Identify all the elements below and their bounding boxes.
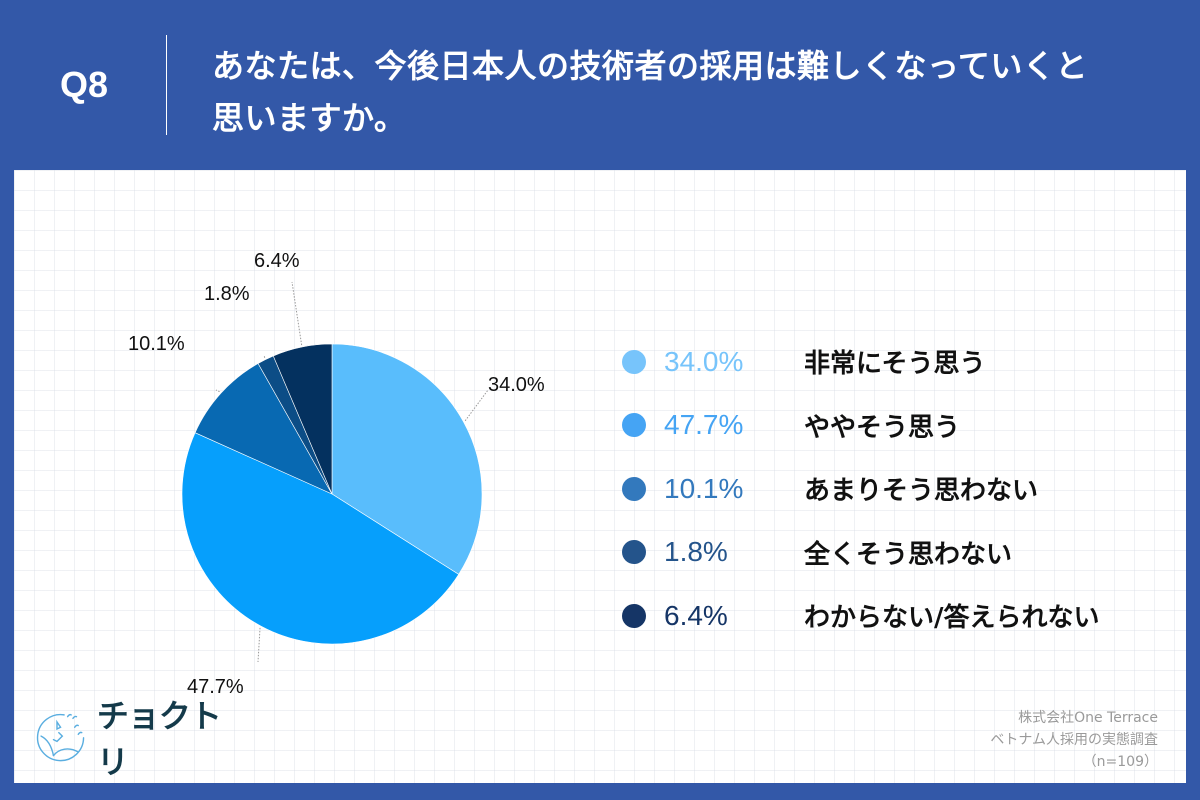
legend-label: 全くそう思わない — [804, 539, 1013, 570]
legend-dot-icon — [622, 603, 646, 628]
source-sample-size: （n=109） — [1082, 754, 1158, 770]
chart-card: 34.0% 47.7% 10.1% 1.8% 6.4% 34.0% 非常にそう思… — [14, 170, 1186, 783]
legend-percent: 47.7% — [664, 409, 744, 441]
pie-label-slice-4: 1.8% — [204, 283, 250, 305]
source-survey: ベトナム人採用の実態調査 — [990, 732, 1158, 748]
legend-percent: 1.8% — [664, 536, 728, 568]
legend-dot-icon — [622, 476, 646, 501]
legend-dot-icon — [622, 349, 646, 374]
legend-percent: 10.1% — [664, 472, 744, 504]
legend-percent: 6.4% — [664, 599, 728, 631]
globe-bird-icon — [36, 713, 85, 762]
legend-item: 47.7% ややそう思う — [622, 394, 1182, 458]
leader-line — [215, 389, 220, 393]
brand-name: チョクトリ — [96, 697, 222, 781]
legend-dot-icon — [622, 413, 646, 438]
pie-slice — [331, 343, 483, 575]
brand-logo: チョクトリ — [34, 697, 234, 781]
leader-line — [291, 281, 303, 346]
legend-item: 6.4% わからない/答えられない — [622, 584, 1182, 648]
pie-slice — [272, 343, 333, 495]
pie-label-slice-5: 6.4% — [254, 250, 300, 272]
leader-line — [257, 627, 261, 663]
pie-label-slice-2: 47.7% — [187, 676, 244, 698]
legend-item: 10.1% あまりそう思わない — [622, 457, 1182, 521]
legend-label: ややそう思う — [804, 412, 961, 443]
legend-label: わからない/答えられない — [804, 603, 1100, 634]
source-company: 株式会社One Terrace — [1018, 710, 1158, 726]
legend-percent: 34.0% — [664, 345, 744, 377]
question-line-1: あなたは、今後日本人の技術者の採用は難しくなっていくと — [212, 47, 1088, 85]
source-note: 株式会社One Terrace ベトナム人採用の実態調査 （n=109） — [990, 707, 1158, 773]
pie-chart-svg — [181, 281, 489, 663]
question-header: Q8 あなたは、今後日本人の技術者の採用は難しくなっていくと 思いますか。 — [0, 0, 1200, 170]
pie-chart: 34.0% 47.7% 10.1% 1.8% 6.4% — [14, 170, 614, 783]
leader-line — [263, 354, 266, 358]
leader-line — [464, 389, 489, 422]
pie-label-slice-3: 10.1% — [128, 333, 185, 355]
question-number: Q8 — [60, 64, 109, 105]
legend-item: 1.8% 全くそう思わない — [622, 521, 1182, 585]
question-line-2: 思いますか。 — [212, 99, 407, 137]
header-divider — [166, 35, 167, 135]
pie-slice — [181, 432, 460, 645]
pie-slice — [194, 363, 333, 495]
question-text: あなたは、今後日本人の技術者の採用は難しくなっていくと 思いますか。 — [212, 40, 1172, 144]
legend-item: 34.0% 非常にそう思う — [622, 330, 1182, 394]
legend-dot-icon — [622, 540, 646, 565]
legend: 34.0% 非常にそう思う 47.7% ややそう思う 10.1% あまりそう思わ… — [622, 330, 1182, 648]
legend-label: あまりそう思わない — [804, 476, 1039, 507]
pie-label-slice-1: 34.0% — [488, 374, 545, 396]
legend-label: 非常にそう思う — [804, 349, 986, 380]
